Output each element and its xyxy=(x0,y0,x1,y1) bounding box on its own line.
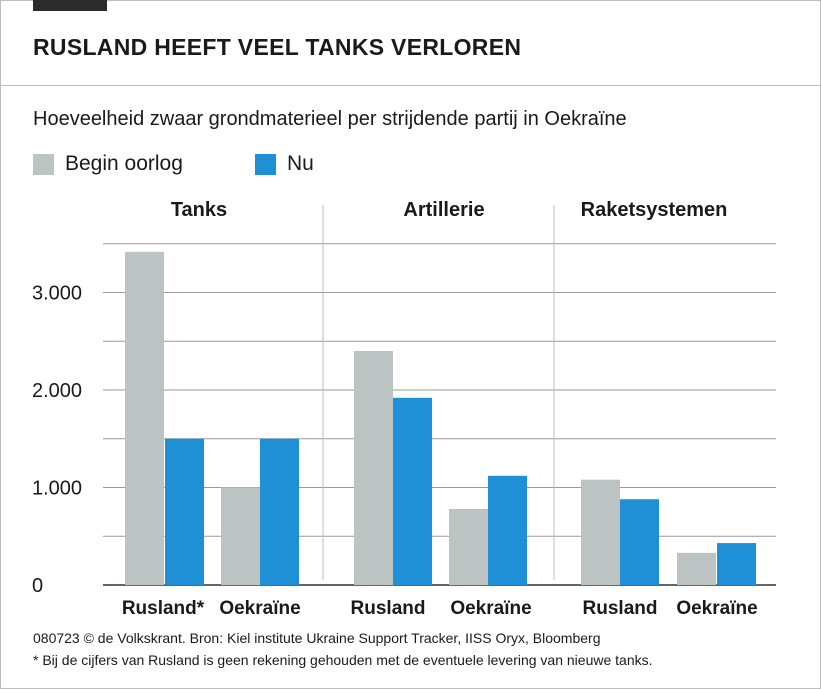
bar xyxy=(488,475,527,585)
bar xyxy=(260,438,299,585)
legend-label-begin-oorlog: Begin oorlog xyxy=(65,152,183,175)
bar xyxy=(393,397,432,585)
bar xyxy=(221,487,260,585)
bar xyxy=(717,543,756,585)
header-accent-bar xyxy=(33,0,107,11)
category-label: Oekraïne xyxy=(450,598,531,619)
category-label: Rusland* xyxy=(122,598,205,619)
category-label: Rusland xyxy=(583,598,658,619)
chart-title: RUSLAND HEEFT VEEL TANKS VERLOREN xyxy=(33,34,522,60)
title-divider xyxy=(0,85,821,86)
footer-note: * Bij de cijfers van Rusland is geen rek… xyxy=(33,652,653,668)
panel-title: Artillerie xyxy=(403,199,484,221)
bar xyxy=(677,552,716,585)
chart-subtitle: Hoeveelheid zwaar grondmaterieel per str… xyxy=(33,108,627,130)
bar xyxy=(581,479,620,585)
category-label: Oekraïne xyxy=(219,598,300,619)
footer-source: 080723 © de Volkskrant. Bron: Kiel insti… xyxy=(33,630,601,646)
y-tick-label: 1.000 xyxy=(32,478,82,500)
category-label: Oekraïne xyxy=(676,598,757,619)
panel-title: Tanks xyxy=(171,199,227,221)
bar xyxy=(354,351,393,585)
panel-title: Raketsystemen xyxy=(581,199,728,221)
y-tick-label: 2.000 xyxy=(32,380,82,402)
bar xyxy=(620,499,659,585)
bar xyxy=(165,438,204,585)
y-tick-label: 0 xyxy=(32,575,43,597)
bar xyxy=(449,508,488,585)
y-tick-label: 3.000 xyxy=(32,283,82,305)
legend-swatch-nu xyxy=(255,154,276,175)
legend-swatch-begin-oorlog xyxy=(33,154,54,175)
bar xyxy=(125,251,164,585)
legend-label-nu: Nu xyxy=(287,152,314,175)
category-label: Rusland xyxy=(351,598,426,619)
